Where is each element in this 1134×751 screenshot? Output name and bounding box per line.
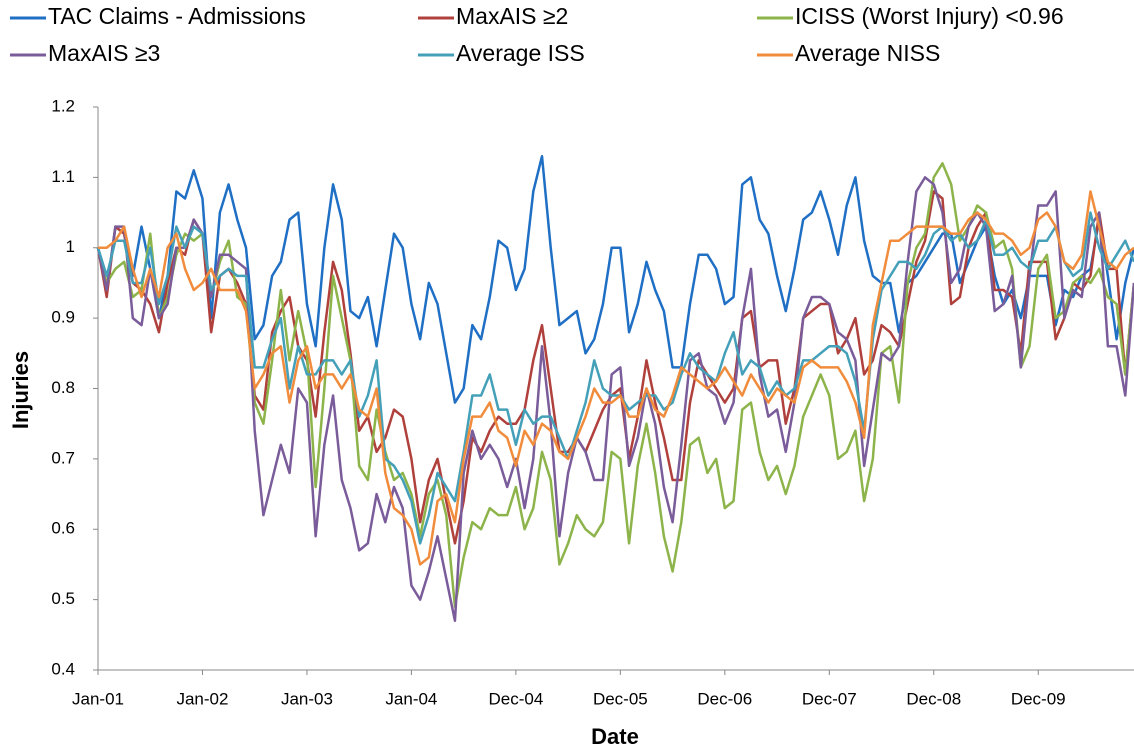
legend-label: ICISS (Worst Injury) <0.96 xyxy=(795,3,1064,29)
y-tick-label: 1.2 xyxy=(51,96,75,115)
x-tick-label: Jan-03 xyxy=(281,689,333,708)
x-tick-label: Jan-01 xyxy=(72,689,124,708)
y-tick-label: 1 xyxy=(66,237,75,256)
y-axis-title: Injuries xyxy=(8,351,33,429)
series-line xyxy=(96,155,1134,404)
x-tick-label: Dec-06 xyxy=(697,689,752,708)
y-tick-label: 0.9 xyxy=(51,308,75,327)
series-line xyxy=(96,176,1134,622)
legend-label: Average ISS xyxy=(456,40,585,66)
x-tick-label: Jan-04 xyxy=(385,689,437,708)
legend-label: Average NISS xyxy=(795,40,940,66)
x-tick-label: Dec-04 xyxy=(488,689,543,708)
y-tick-label: 0.7 xyxy=(51,448,75,467)
y-tick-label: 0.4 xyxy=(51,659,75,678)
x-tick-label: Jan-02 xyxy=(176,689,228,708)
x-tick-label: Dec-08 xyxy=(906,689,961,708)
legend-label: TAC Claims - Admissions xyxy=(48,3,306,29)
legend-label: MaxAIS ≥3 xyxy=(48,40,160,66)
x-tick-label: Dec-07 xyxy=(802,689,857,708)
y-tick-label: 0.5 xyxy=(51,589,75,608)
y-tick-label: 1.1 xyxy=(51,167,75,186)
series-line xyxy=(96,211,1134,545)
x-tick-label: Dec-05 xyxy=(593,689,648,708)
y-tick-label: 0.8 xyxy=(51,378,75,397)
legend-label: MaxAIS ≥2 xyxy=(456,3,568,29)
x-axis-title: Date xyxy=(591,724,639,749)
series-line xyxy=(98,190,1134,566)
x-tick-label: Dec-09 xyxy=(1011,689,1066,708)
y-tick-label: 0.6 xyxy=(51,519,75,538)
